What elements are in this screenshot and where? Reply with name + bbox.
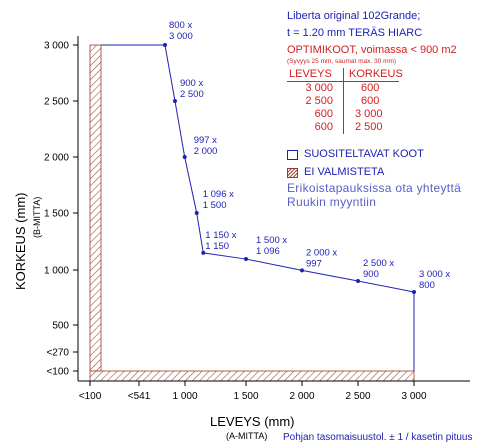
data-point-label-line: 900 x [180,78,203,89]
table-cell-leveys: 2 500 [305,95,333,107]
optimal-sizes-title: OPTIMIKOOT, voimassa < 900 m2 [287,44,457,56]
data-point [162,43,167,47]
y-tick-label: 1 000 [44,266,69,277]
data-point-label-line: 1 150 x [205,230,236,241]
not-made-legend-label: EI VALMISTETA [304,166,385,178]
curve-points [162,43,416,294]
x-tick-label: <541 [128,391,151,402]
table-cell-leveys: 600 [314,121,333,133]
data-point [194,211,199,215]
product-title-line2: t = 1.20 mm TERÄS HIARC [287,27,423,39]
data-point [201,250,206,255]
table-divider-vertical [343,68,344,134]
data-point-label-line: 2 000 [194,146,218,157]
recommended-legend-swatch [287,150,298,160]
y-tick-label: <270 [46,348,69,359]
x-tick-label: 3 000 [401,391,426,402]
data-point-label-line: 3 000 x [419,269,450,280]
data-point-label-line: 1 096 x [203,189,234,200]
recommended-legend-label: SUOSITELTAVAT KOOT [304,148,424,160]
y-tick-label: 3 000 [44,41,69,52]
y-tick-label: 2 000 [44,153,69,164]
data-point-label-line: 1 150 [205,241,229,252]
column-header-leveys: LEVEYS [289,68,332,80]
data-point-label-line: 997 [306,258,322,269]
x-tick-label: 1 500 [233,391,258,402]
table-divider-horizontal [287,81,399,82]
data-point-label: 2 000 x 997 [306,247,337,269]
x-axis-sublabel: (A-MITTA) [226,431,267,441]
product-title-line1: Liberta original 102Grande; [287,10,421,22]
data-point-label: 3 000 x 800 [419,269,450,291]
table-cell-korkeus: 3 000 [355,108,383,120]
data-point-label: 2 500 x 900 [363,258,394,280]
product-title: Liberta original 102Grande; t = 1.20 mm … [287,10,422,40]
y-tick-label: 500 [52,321,69,332]
not-made-legend-swatch [287,168,298,178]
data-point-label-line: 3 000 [169,31,193,42]
optimal-sizes-table: LEVEYS KORKEUS 3 000 600 2 500 600 600 3… [287,68,403,134]
data-point-label-line: 800 x [169,20,192,31]
data-point-label-line: 997 x [194,135,217,146]
table-cell-korkeus: 600 [361,82,380,94]
table-cell-korkeus: 2 500 [355,121,383,133]
contact-note-line1: Erikoistapauksissa ota yhteyttä [287,181,462,195]
data-point-label-line: 1 500 x [256,235,287,246]
x-tick-label: 2 000 [289,391,314,402]
x-tick-label: 2 500 [345,391,370,402]
axes [77,36,470,382]
hatch-zone-left [89,44,102,372]
contact-note: Erikoistapauksissa ota yhteyttä Ruukin m… [287,181,461,209]
table-cell-leveys: 600 [314,108,333,120]
y-axis-sublabel: (B-MITTA) [32,197,42,238]
x-tick-label: <100 [79,391,102,402]
data-point-label-line: 1 500 [203,200,227,211]
footer-note: Pohjan tasomaisuustol. ± 1 / kasetin pit… [283,432,473,443]
table-cell-korkeus: 600 [361,95,380,107]
y-tick-label: 2 500 [44,97,69,108]
data-point [182,155,187,159]
table-cell-leveys: 3 000 [305,82,333,94]
contact-note-line2: Ruukin myyntiin [287,195,377,209]
data-point [172,99,177,103]
data-point [300,268,304,273]
data-point-label-line: 800 [419,280,435,291]
data-point-label-line: 900 [363,269,379,280]
y-tick-label: <100 [46,367,69,378]
data-point [412,290,416,294]
x-axis-label: LEVEYS (mm) [210,414,295,429]
data-point-label-line: 2 500 x [363,258,394,269]
data-point-label-line: 1 096 [256,246,280,257]
y-axis-ticks: <100 <270 500 1 000 1 500 2 000 2 500 3 000 [44,41,78,378]
hatch-zone-bottom [89,370,415,382]
column-header-korkeus: KORKEUS [349,68,403,80]
x-tick-label: 1 000 [172,391,197,402]
x-axis-ticks: <100 <541 1 000 1 500 2 000 2 500 3 000 [79,381,427,402]
data-point-label-line: 2 000 x [306,247,337,258]
y-axis-label: KORKEUS (mm) [13,193,28,291]
data-point [244,257,248,262]
data-point-label-line: 2 500 [180,89,204,100]
y-tick-label: 1 500 [44,209,69,220]
optimal-sizes-note: (Syvyys 25 mm, saumat max. 30 mm) [287,58,397,65]
data-point [356,279,360,283]
